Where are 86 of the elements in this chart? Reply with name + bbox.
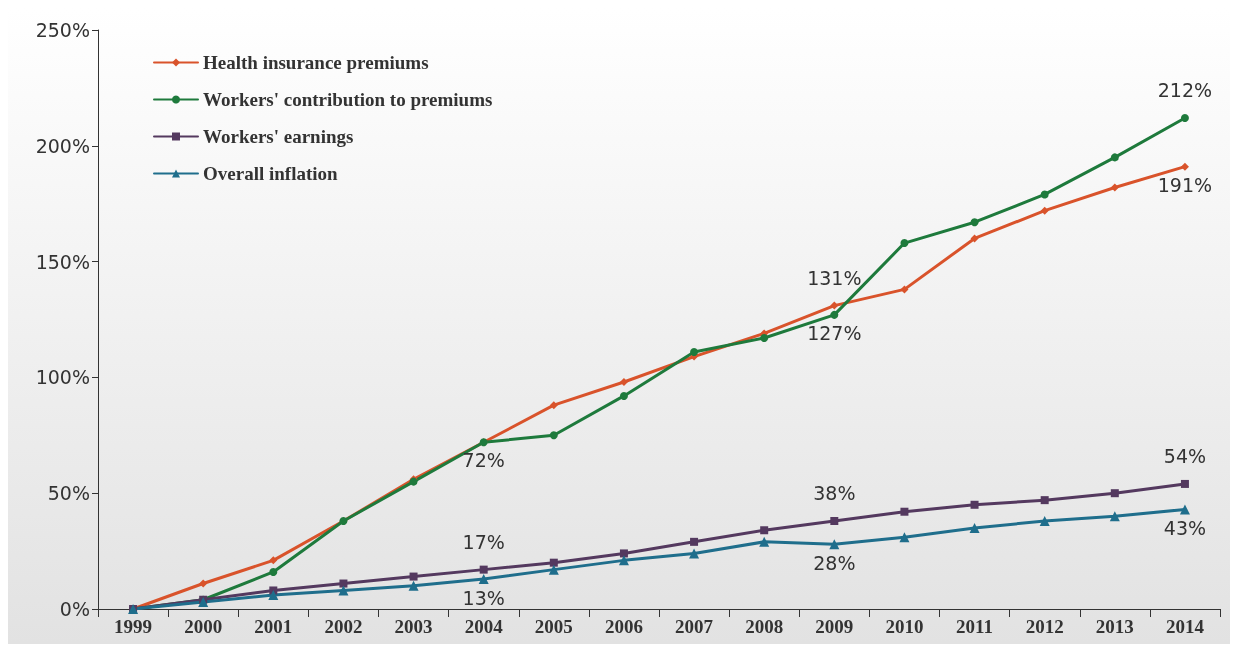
- point: [619, 378, 628, 387]
- point: [549, 401, 558, 410]
- point: [690, 537, 699, 546]
- point: [1110, 489, 1119, 498]
- x-tick-label: 2007: [675, 616, 714, 637]
- legend-label: Overall inflation: [203, 163, 339, 184]
- point: [548, 564, 559, 575]
- point: [969, 522, 980, 533]
- point: [1040, 496, 1049, 505]
- point: [269, 567, 278, 576]
- x-tick-label: 2001: [254, 616, 293, 637]
- data-label: 54%: [1163, 444, 1207, 467]
- data-label: 131%: [807, 266, 862, 289]
- x-tick-label: 2009: [815, 616, 854, 637]
- point: [1039, 515, 1050, 526]
- y-tick-label: 200%: [35, 134, 90, 157]
- data-label: 13%: [462, 586, 505, 609]
- point: [900, 507, 909, 516]
- point: [830, 516, 839, 525]
- legend-label: Workers' earnings: [203, 126, 354, 147]
- point: [900, 239, 909, 248]
- data-label: 38%: [813, 481, 856, 504]
- data-label: 72%: [462, 449, 505, 472]
- point: [900, 285, 909, 294]
- point: [549, 558, 558, 567]
- x-tick-label: 2008: [745, 616, 784, 637]
- point: [759, 536, 770, 547]
- data-label: 17%: [462, 530, 505, 553]
- y-tick-label: 250%: [35, 19, 90, 41]
- point: [970, 500, 979, 509]
- point: [619, 549, 628, 558]
- point: [549, 431, 558, 440]
- x-tick-label: 2010: [885, 616, 924, 637]
- y-tick-label: 100%: [35, 366, 90, 389]
- y-tick-label: 0%: [59, 598, 90, 620]
- point: [1179, 504, 1190, 515]
- point: [830, 301, 839, 310]
- x-tick-label: 2002: [324, 616, 363, 637]
- point: [339, 579, 348, 588]
- point: [199, 579, 208, 588]
- x-tick-label: 2005: [534, 616, 573, 637]
- point: [479, 565, 488, 574]
- point: [198, 597, 209, 608]
- legend-label: Health insurance premiums: [203, 52, 429, 73]
- point: [269, 556, 278, 565]
- point: [1180, 114, 1189, 123]
- point: [760, 334, 769, 343]
- x-tick-label: 2013: [1095, 616, 1134, 637]
- point: [268, 590, 279, 601]
- legend-label: Workers' contribution to premiums: [203, 89, 493, 110]
- data-label: 212%: [1157, 79, 1213, 102]
- point: [970, 218, 979, 227]
- y-tick-label: 150%: [35, 250, 90, 273]
- point: [1109, 511, 1120, 522]
- x-tick-label: 2004: [464, 616, 504, 637]
- x-tick-label: 2003: [394, 616, 433, 637]
- point: [1180, 479, 1189, 488]
- data-label: 191%: [1157, 173, 1213, 196]
- x-tick-label: 2014: [1165, 616, 1205, 637]
- x-tick-label: 1999: [114, 616, 153, 637]
- point: [1040, 190, 1049, 199]
- point: [408, 580, 419, 591]
- x-tick-label: 2000: [184, 616, 223, 637]
- point: [338, 585, 349, 596]
- data-label: 28%: [813, 552, 856, 575]
- point: [1110, 153, 1119, 162]
- point: [829, 539, 840, 550]
- point: [1180, 162, 1189, 171]
- point: [409, 572, 418, 581]
- point: [478, 573, 489, 584]
- point: [830, 310, 839, 319]
- point: [690, 347, 699, 356]
- y-tick-label: 50%: [47, 482, 90, 505]
- point: [618, 555, 629, 566]
- point: [1110, 183, 1119, 192]
- data-label: 127%: [807, 321, 862, 344]
- point: [970, 234, 979, 243]
- point: [1040, 206, 1049, 215]
- point: [619, 391, 628, 400]
- x-tick-label: 2011: [956, 616, 994, 637]
- x-tick-label: 2006: [604, 616, 643, 637]
- point: [689, 548, 700, 559]
- point: [760, 526, 769, 535]
- data-label: 43%: [1163, 517, 1207, 540]
- x-tick-label: 2012: [1025, 616, 1064, 637]
- point: [899, 532, 910, 543]
